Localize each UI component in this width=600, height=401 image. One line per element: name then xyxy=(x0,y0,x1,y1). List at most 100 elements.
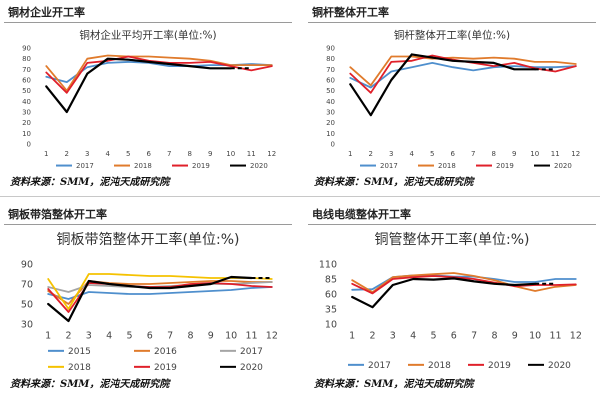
x-tick-label: 2 xyxy=(65,150,69,158)
x-tick-label: 4 xyxy=(106,331,112,342)
y-tick-label: 60 xyxy=(22,76,31,84)
legend-label-2015: 2015 xyxy=(68,347,91,357)
chart-title: 铜杆整体开工率(单位:%) xyxy=(394,29,510,42)
y-tick-label: 40 xyxy=(22,98,31,106)
x-tick-label: 5 xyxy=(126,150,130,158)
legend-label-2016: 2016 xyxy=(154,347,177,357)
series-line-2015 xyxy=(47,286,273,300)
series-line-2018 xyxy=(351,272,577,294)
legend-label-2017: 2017 xyxy=(380,162,398,170)
series-line-2019 xyxy=(351,275,577,295)
legend-label-2018: 2018 xyxy=(68,363,91,373)
panel-header: 铜材企业开工率 xyxy=(4,2,292,23)
series-line-2017 xyxy=(349,62,577,89)
legend-label-2020: 2020 xyxy=(554,162,572,170)
panel-copper-enterprise: 铜材企业开工率 铜材企业平均开工率(单位:%) 0 10 20 30 40 50 60 70 80… xyxy=(4,2,292,194)
legend-label-2019: 2019 xyxy=(496,162,514,170)
y-tick-label: 90 xyxy=(326,44,335,52)
y-tick-label: 50 xyxy=(22,87,31,95)
y-tick-label: 0 xyxy=(27,140,31,148)
panel-header-title: 铜杆整体开工率 xyxy=(312,6,389,19)
x-tick-label: 3 xyxy=(85,150,89,158)
legend-label-2017: 2017 xyxy=(368,361,391,371)
x-tick-label: 4 xyxy=(410,331,416,342)
x-tick-label: 3 xyxy=(86,331,92,342)
series-line-2020 xyxy=(351,277,537,309)
legend-label-2019: 2019 xyxy=(154,363,177,373)
x-tick-label: 11 xyxy=(247,150,256,158)
y-tick-label: 50 xyxy=(21,299,33,310)
y-tick-label: 20 xyxy=(326,119,335,127)
x-tick-label: 11 xyxy=(551,150,560,158)
x-tick-label: 8 xyxy=(492,150,496,158)
x-tick-label: 8 xyxy=(187,331,193,342)
series-line-2018 xyxy=(349,55,577,87)
x-tick-label: 9 xyxy=(512,150,516,158)
y-tick-label: 80 xyxy=(326,55,335,63)
x-tick-label: 5 xyxy=(430,150,434,158)
legend-label-2020: 2020 xyxy=(240,363,263,373)
legend-label-2019: 2019 xyxy=(192,162,210,170)
panel-copper-strip-foil: 铜板带箔整体开工率 铜板带箔整体开工率(单位:%) 30 50 70 90 1 2 3 4 5 6 7… xyxy=(4,204,292,396)
y-tick-label: 80 xyxy=(22,55,31,63)
panel-copper-rod: 铜杆整体开工率 铜杆整体开工率(单位:%) 0 10 20 30 40 50 60 70 80 90… xyxy=(308,2,596,194)
y-tick-label: 40 xyxy=(326,98,335,106)
x-tick-label: 7 xyxy=(471,150,475,158)
y-tick-label: 60 xyxy=(325,289,337,300)
chart-title: 铜材企业平均开工率(单位:%) xyxy=(79,29,216,42)
x-tick-label: 9 xyxy=(512,331,518,342)
series-line-2016 xyxy=(47,280,273,305)
x-tick-label: 10 xyxy=(225,331,237,342)
y-tick-label: 20 xyxy=(22,119,31,127)
panel-header: 铜杆整体开工率 xyxy=(308,2,596,23)
x-tick-label: 6 xyxy=(147,331,153,342)
x-tick-label: 4 xyxy=(106,150,111,158)
chart-title: 铜管整体开工率(单位:%) xyxy=(375,231,530,248)
panel-header-title: 铜板带箔整体开工率 xyxy=(8,208,107,221)
source-note: 资料来源：SMM，泥沌天成研究院 xyxy=(314,177,474,188)
x-tick-label: 6 xyxy=(451,331,457,342)
x-tick-label: 10 xyxy=(226,150,235,158)
x-tick-label: 7 xyxy=(471,331,477,342)
x-tick-label: 11 xyxy=(549,331,561,342)
x-tick-label: 2 xyxy=(369,331,375,342)
x-tick-label: 12 xyxy=(571,150,580,158)
y-tick-label: 85 xyxy=(325,274,337,285)
x-tick-label: 10 xyxy=(529,331,541,342)
panel-header-title: 铜材企业开工率 xyxy=(8,6,85,19)
y-tick-label: 60 xyxy=(326,76,335,84)
x-tick-label: 2 xyxy=(369,150,373,158)
y-tick-label: 70 xyxy=(326,66,335,74)
legend-label-2020: 2020 xyxy=(250,162,268,170)
panel-header: 电线电缆整体开工率 xyxy=(308,204,596,225)
y-tick-label: 30 xyxy=(326,108,335,116)
source-note: 资料来源：SMM，泥沌天成研究院 xyxy=(10,177,170,188)
x-tick-label: 9 xyxy=(208,150,212,158)
x-tick-label: 12 xyxy=(267,150,276,158)
y-tick-label: 10 xyxy=(325,319,337,330)
series-line-2020 xyxy=(45,57,232,114)
x-tick-label: 1 xyxy=(349,331,355,342)
x-tick-label: 3 xyxy=(390,331,396,342)
x-tick-label: 9 xyxy=(208,331,214,342)
x-tick-label: 12 xyxy=(266,331,278,342)
series-line-2020 xyxy=(47,275,253,323)
legend-label-2017: 2017 xyxy=(76,162,94,170)
y-tick-label: 70 xyxy=(21,279,33,290)
x-tick-label: 5 xyxy=(430,331,436,342)
chart-title: 铜板带箔整体开工率(单位:%) xyxy=(57,231,240,248)
y-tick-label: 70 xyxy=(22,66,31,74)
x-tick-label: 6 xyxy=(451,150,456,158)
panel-divider xyxy=(0,196,600,197)
x-tick-label: 1 xyxy=(44,150,48,158)
x-tick-label: 3 xyxy=(389,150,393,158)
source-note: 资料来源：SMM，泥沌天成研究院 xyxy=(10,379,170,390)
series-line-2018 xyxy=(45,54,273,92)
y-tick-label: 110 xyxy=(319,259,337,270)
y-tick-label: 90 xyxy=(22,44,31,52)
x-tick-label: 5 xyxy=(126,331,132,342)
